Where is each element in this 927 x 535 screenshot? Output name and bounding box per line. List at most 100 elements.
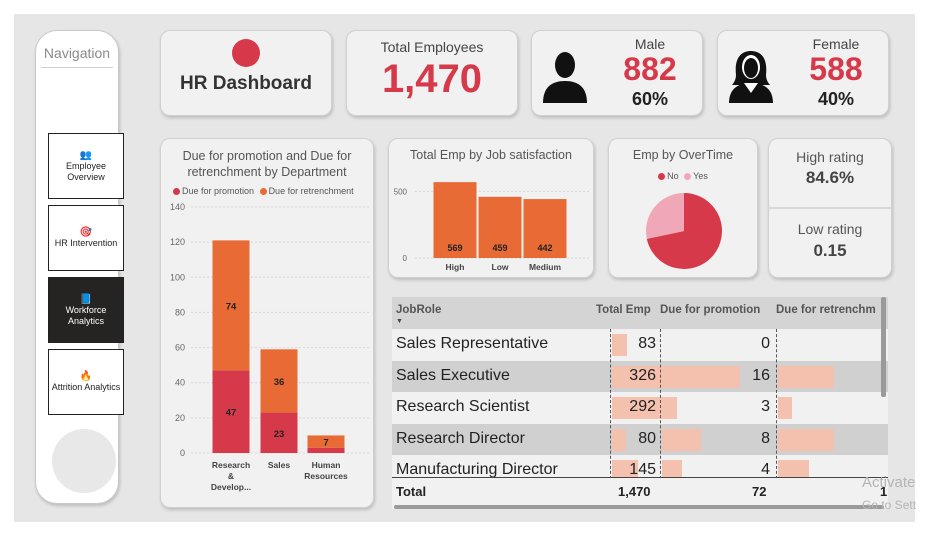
female-percentage: 40% [817,89,855,109]
male-label: Male [634,36,666,52]
data-bar-total-emp [612,365,670,388]
nav-button-workforce-analytics[interactable]: 📘 Workforce Analytics [48,277,124,343]
data-label-retrenchment: 36 [274,377,285,388]
target-icon: 🎯 [79,227,93,238]
legend-label-promotion: Due for promotion [182,186,255,196]
pie-slice-yes[interactable] [646,193,684,239]
table-row[interactable]: Manufacturing Director 145 4 [392,455,888,487]
male-card: Male 882 60% [531,30,703,116]
bar-due-for-retrenchment[interactable] [307,435,345,448]
data-label-retrenchment: 74 [226,301,237,312]
table-row[interactable]: Sales Representative 83 0 [392,329,888,361]
cell-total-emp: 80 [638,429,656,447]
cell-total-emp: 145 [629,461,656,478]
x-tick-label: Develop... [211,482,251,492]
data-label: 569 [447,243,462,253]
cell-jobrole: Manufacturing Director [396,461,558,478]
bar-due-for-promotion[interactable] [260,412,298,453]
promotion-retrenchment-chart: Due for promotion and Due for retrenchme… [160,138,374,508]
female-value: 588 [809,51,863,87]
data-bar-total-emp [612,397,664,419]
data-bar-promotion [662,460,682,482]
chart-legend: Due for promotion Due for retrenchment [173,186,354,196]
jobrole-table: JobRole ▼ Total Emp Due for promotion Du… [392,297,888,509]
fire-icon: 🔥 [79,371,93,382]
y-tick-label: 40 [175,378,185,388]
nav-button-label: Employee Overview [65,160,107,182]
table-total-row: Total 1,470 72 1 [392,477,888,505]
data-bar-total-emp [612,334,627,356]
sort-down-icon[interactable]: ▼ [396,318,403,325]
male-percentage: 60% [631,89,669,109]
column-header-total-emp[interactable]: Total Emp [596,304,651,316]
male-value: 882 [623,51,677,87]
overtime-pie [646,193,722,269]
bar-due-for-retrenchment[interactable] [212,240,250,371]
total-employees-label: Total Employees [380,39,484,55]
pie-slice-no[interactable] [646,193,722,269]
nav-home-circle[interactable] [52,429,116,493]
people-icon: 👥 [79,149,93,161]
column-header-due-for-retrenchment[interactable]: Due for retrenchm [776,304,876,316]
x-tick-label: Low [492,262,509,272]
low-rating-value: 0.15 [813,241,847,260]
total-row-retrenchment: 1 [880,484,888,499]
legend-dot-promotion [173,188,180,196]
table-row[interactable]: Sales Executive 326 16 [392,360,888,392]
navigation-divider [41,67,113,68]
cell-promotion: 16 [752,366,770,384]
legend-dot-yes [684,173,692,181]
bar-job-satisfaction[interactable] [478,196,522,258]
cell-jobrole: Research Scientist [396,398,530,415]
horizontal-scrollbar[interactable] [394,505,884,509]
logo-dot-icon [232,39,260,67]
x-tick-label: & [228,471,234,481]
x-tick-label: Research [212,460,250,470]
legend-dot-retrenchment [259,188,267,196]
column-header-due-for-promotion[interactable]: Due for promotion [660,304,761,316]
data-bar-retrenchment [778,365,834,388]
chart-title: Total Emp by Job satisfaction [410,148,572,162]
bar-job-satisfaction[interactable] [523,199,567,258]
high-rating-label: High rating [796,149,864,165]
y-tick-label: 120 [170,237,185,247]
bar-due-for-promotion[interactable] [212,370,250,453]
cell-jobrole: Research Director [396,429,525,447]
activation-watermark-sub: Go to Sett [862,498,917,512]
y-tick-label: 500 [394,187,408,196]
dashboard-title: HR Dashboard [180,73,312,94]
data-bar-retrenchment [778,460,809,482]
total-row-label: Total [396,484,427,499]
nav-button-attrition-analytics[interactable]: 🔥 Attrition Analytics [48,349,124,415]
column-divider [610,329,611,479]
bar-due-for-promotion[interactable] [307,447,345,453]
data-label-retrenchment: 7 [323,438,328,449]
table-row[interactable]: Research Scientist 292 3 [392,392,888,424]
navigation-title: Navigation [43,45,111,61]
column-header-jobrole[interactable]: JobRole [396,304,442,316]
male-person-icon [543,52,587,103]
vertical-scrollbar[interactable] [881,297,886,397]
nav-button-employee-overview[interactable]: 👥 Employee Overview [48,133,124,199]
cell-jobrole: Sales Executive [396,366,510,384]
table-row[interactable]: Research Director 80 8 [392,423,888,455]
data-label: 442 [537,243,552,253]
column-divider [660,329,661,479]
rating-divider [769,207,891,209]
cell-jobrole: Sales Representative [396,335,549,352]
y-tick-label: 60 [175,343,185,353]
legend-label-retrenchment: Due for retrenchment [268,186,354,196]
bar-due-for-retrenchment[interactable] [260,349,298,413]
bar-job-satisfaction[interactable] [433,182,477,258]
nav-button-hr-intervention[interactable]: 🎯 HR Intervention [48,205,124,271]
y-tick-label: 80 [175,307,185,317]
cell-total-emp: 292 [629,398,656,415]
female-person-icon [729,51,773,103]
data-bar-retrenchment [778,428,834,451]
total-row-promotion: 72 [752,484,767,499]
legend-label-no: No [667,171,679,181]
x-tick-label: Medium [529,262,562,272]
total-employees-value: 1,470 [381,57,483,101]
low-rating-label: Low rating [797,221,863,237]
legend-label-yes: Yes [693,171,708,181]
